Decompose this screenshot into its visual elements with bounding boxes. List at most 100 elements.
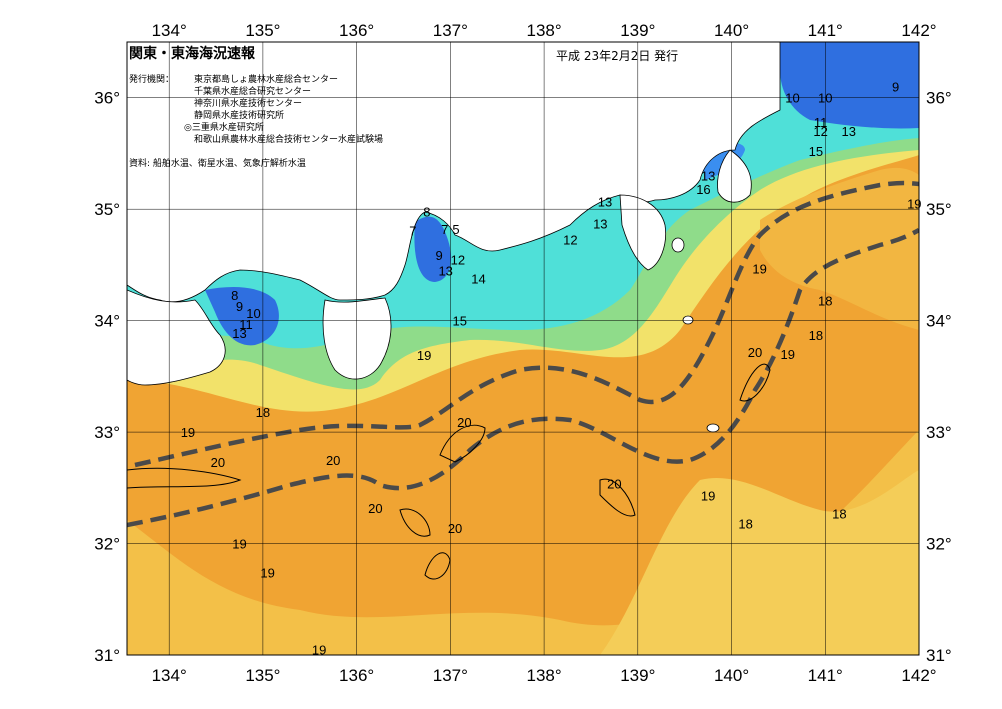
latitude-tick-right: 36° xyxy=(926,89,952,108)
island-izu-oshima xyxy=(671,237,685,253)
land-izu-peninsula xyxy=(619,194,667,271)
isotherm-label: 19 xyxy=(417,348,431,363)
isotherm-label: 20 xyxy=(457,415,471,430)
latitude-tick-left: 34° xyxy=(94,312,120,331)
latitude-tick-right: 34° xyxy=(926,312,952,331)
issue-date: 平成 23年2月2日 発行 xyxy=(556,49,678,63)
issuer-heading: 発行機関： xyxy=(129,73,174,85)
isotherm-20-line xyxy=(127,467,242,489)
isotherm-label: 12 xyxy=(563,232,577,247)
sst-region-cold-northeast xyxy=(780,42,919,129)
isotherm-label: 19 xyxy=(752,261,766,276)
map-plot-area xyxy=(127,42,919,655)
longitude-tick-bottom: 135° xyxy=(245,666,280,685)
kuroshio-axis-south xyxy=(127,228,919,528)
longitude-tick-bottom: 142° xyxy=(901,666,936,685)
isotherm-label: 19 xyxy=(701,489,715,504)
isotherm-label: 9 xyxy=(435,248,442,263)
land-honshu xyxy=(127,42,781,303)
longitude-tick-bottom: 141° xyxy=(808,666,843,685)
isotherm-label: 13 xyxy=(232,326,246,341)
isotherm-label: 8 xyxy=(423,204,430,219)
isotherm-label: 20 xyxy=(211,455,225,470)
isotherm-label: 12 xyxy=(813,124,827,139)
island-hachijo xyxy=(706,423,720,433)
isotherm-label: 20 xyxy=(368,501,382,516)
isotherm-20-loop xyxy=(424,552,451,580)
isotherm-label: 14 xyxy=(471,271,485,286)
longitude-tick-top: 137° xyxy=(433,21,468,40)
isotherm-label: 20 xyxy=(607,476,621,491)
isotherm-20-loop xyxy=(599,478,636,517)
longitude-tick-bottom: 139° xyxy=(620,666,655,685)
isotherm-label: 13 xyxy=(841,124,855,139)
longitude-tick-bottom: 136° xyxy=(339,666,374,685)
isotherm-label: 13 xyxy=(701,169,715,184)
sst-region-18-east xyxy=(600,470,919,655)
sst-region-osaka-bay xyxy=(205,287,279,346)
issuer-list: 東京都島しょ農林水産総合センター千葉県水産総合研究センター神奈川県水産技術センタ… xyxy=(184,73,383,145)
longitude-tick-top: 138° xyxy=(527,21,562,40)
latitude-tick-left: 36° xyxy=(94,89,120,108)
issuer-name: 神奈川県水産技術センター xyxy=(194,97,302,109)
map-frame xyxy=(126,41,920,656)
isotherm-label: 10 xyxy=(785,91,799,106)
isotherm-label: 19 xyxy=(232,537,246,552)
isotherm-20-loop xyxy=(439,424,486,463)
latitude-tick-left: 35° xyxy=(94,200,120,219)
land-shikoku xyxy=(127,289,226,386)
isotherm-label: 19 xyxy=(260,566,274,581)
isotherm-label: 10 xyxy=(246,306,260,321)
longitude-tick-bottom: 140° xyxy=(714,666,749,685)
longitude-tick-bottom: 137° xyxy=(433,666,468,685)
isotherm-label: 9 xyxy=(892,80,899,95)
issuer-name: 東京都島しょ農林水産総合センター xyxy=(194,73,338,85)
longitude-tick-top: 134° xyxy=(152,21,187,40)
isotherm-label: 7 xyxy=(409,223,416,238)
longitude-tick-top: 142° xyxy=(901,21,936,40)
isotherm-label: 15 xyxy=(809,144,823,159)
isotherm-20-loop xyxy=(399,508,431,537)
latitude-tick-right: 33° xyxy=(926,423,952,442)
isotherm-label: 18 xyxy=(738,516,752,531)
issuer-name: 千葉県水産総合研究センター xyxy=(194,85,311,97)
isotherm-label: 12 xyxy=(451,252,465,267)
isotherm-label: 19 xyxy=(907,197,921,212)
data-source: 資料: 船舶水温、衛星水温、気象庁解析水温 xyxy=(129,157,306,169)
latitude-tick-left: 32° xyxy=(94,535,120,554)
issuer-name: 和歌山県農林水産総合技術センター水産試験場 xyxy=(194,133,383,145)
longitude-tick-top: 135° xyxy=(245,21,280,40)
isotherm-label: 9 xyxy=(236,299,243,314)
latitude-tick-left: 33° xyxy=(94,423,120,442)
longitude-tick-bottom: 138° xyxy=(527,666,562,685)
longitude-tick-top: 141° xyxy=(808,21,843,40)
longitude-tick-top: 136° xyxy=(339,21,374,40)
land-kii-peninsula xyxy=(322,297,392,380)
isotherm-label: 19 xyxy=(181,425,195,440)
latitude-tick-right: 35° xyxy=(926,200,952,219)
isotherm-label: 10 xyxy=(818,91,832,106)
kuroshio-axis-north xyxy=(134,180,919,468)
longitude-tick-top: 140° xyxy=(714,21,749,40)
map-title: 関東・東海海況速報 xyxy=(129,45,256,62)
sst-region-ise-bay xyxy=(414,216,452,282)
latitude-tick-right: 31° xyxy=(926,646,952,665)
isotherm-label: 20 xyxy=(326,453,340,468)
isotherm-label: 8 xyxy=(231,288,238,303)
latitude-tick-left: 31° xyxy=(94,646,120,665)
issuer-name: ◎三重県水産研究所 xyxy=(184,121,264,133)
isotherm-label: 20 xyxy=(448,521,462,536)
isotherm-label: 11 xyxy=(239,317,253,332)
isotherm-label: 13 xyxy=(438,263,452,278)
latitude-tick-right: 32° xyxy=(926,535,952,554)
isotherm-label: 13 xyxy=(598,194,612,209)
isotherm-label: 19 xyxy=(781,347,795,362)
isotherm-label: 15 xyxy=(452,314,466,329)
land-boso-peninsula xyxy=(717,149,752,203)
isotherm-20-loop xyxy=(739,363,771,402)
isotherm-label: 20 xyxy=(748,345,762,360)
isotherm-label: 5 xyxy=(452,222,459,237)
isotherm-label: 16 xyxy=(696,182,710,197)
